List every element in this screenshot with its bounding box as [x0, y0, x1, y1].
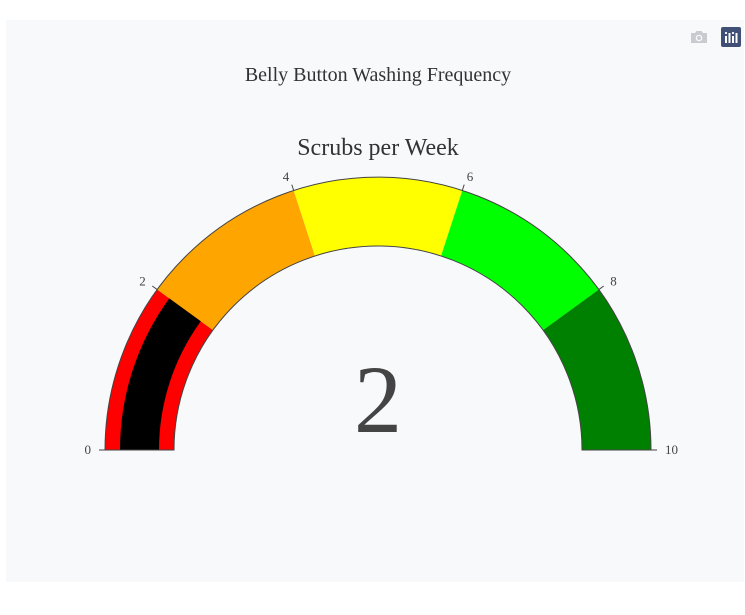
plot-area: Belly Button Washing Frequency Scrubs pe…: [6, 20, 744, 582]
chart-title: Belly Button Washing Frequency: [245, 64, 511, 86]
gauge-chart: Belly Button Washing Frequency Scrubs pe…: [85, 64, 679, 457]
modebar: [688, 26, 742, 48]
gauge-value: 2: [354, 346, 402, 453]
gauge-tick-6: [461, 184, 465, 191]
camera-icon[interactable]: [688, 26, 710, 48]
gauge-steps: [105, 177, 651, 450]
gauge-tick-label: 0: [85, 442, 92, 457]
gauge-tick-4: [291, 184, 295, 191]
gauge-tick-8: [598, 285, 605, 290]
gauge-tick-label: 4: [283, 169, 290, 184]
gauge-value-bar: [120, 298, 201, 450]
gauge-outline: [104, 176, 652, 451]
chart-subtitle: Scrubs per Week: [297, 135, 459, 161]
gauge-bar-group: [120, 298, 201, 450]
gauge-ticks: 0 2 4 6 8 10: [85, 169, 679, 457]
plotly-logo-icon[interactable]: [720, 26, 742, 48]
gauge-step-1: [157, 190, 315, 331]
gauge-step-2: [293, 177, 463, 256]
gauge-step-3: [441, 190, 599, 331]
gauge-tick-label: 2: [139, 273, 146, 288]
gauge-tick-label: 8: [610, 273, 617, 288]
gauge-tick-2: [151, 285, 158, 290]
gauge-step-4: [543, 289, 651, 450]
gauge-tick-label: 6: [467, 169, 474, 184]
gauge-tick-label: 10: [665, 442, 678, 457]
